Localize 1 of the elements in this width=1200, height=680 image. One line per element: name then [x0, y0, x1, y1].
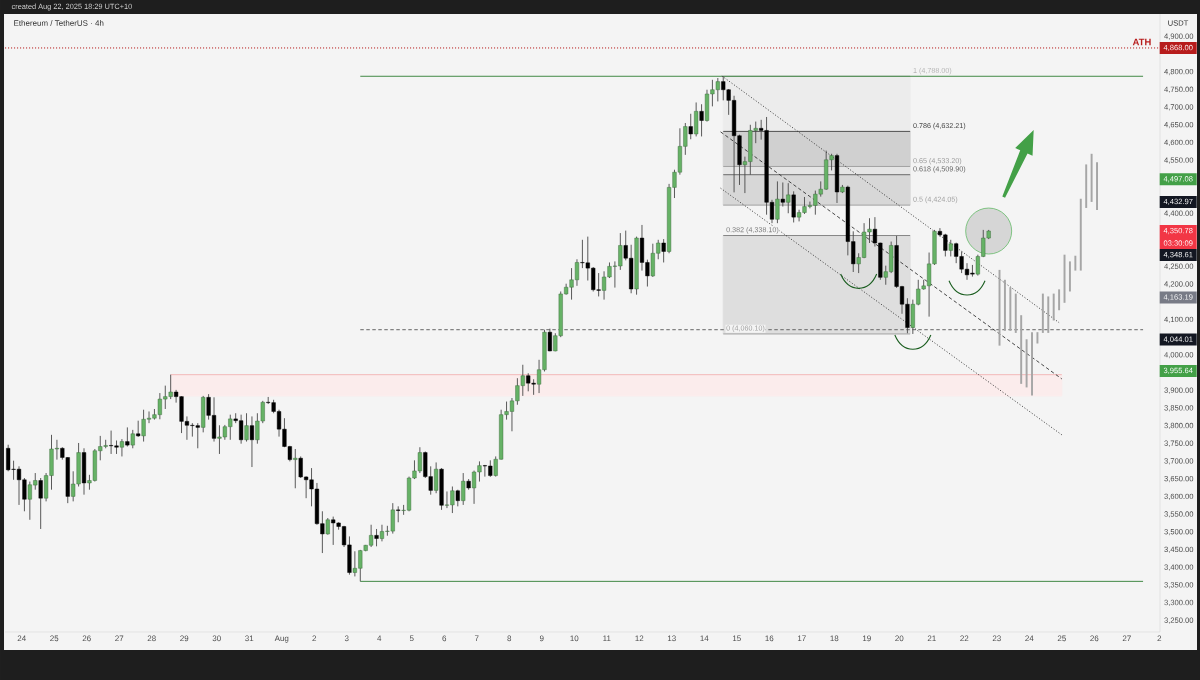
ref-line-label: ATH — [1132, 38, 1151, 46]
